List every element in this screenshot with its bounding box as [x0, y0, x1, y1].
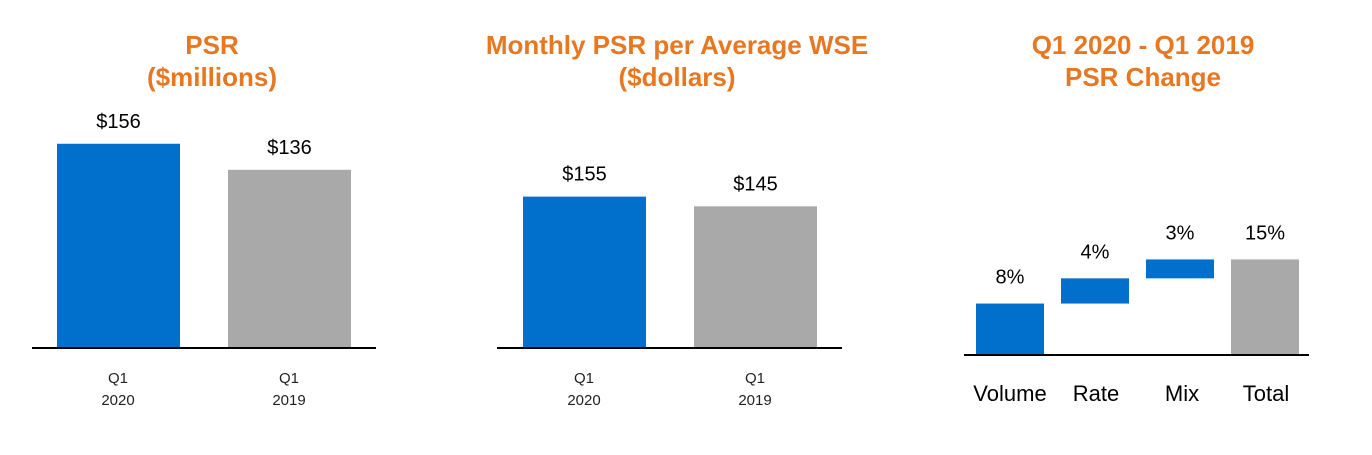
chart3-bar-volume: [976, 303, 1044, 354]
chart1-tick-q1-2020-line1: Q1: [108, 370, 128, 387]
chart1-tick-q1-2020-line2: 2020: [101, 392, 134, 409]
chart-monthly-psr: Monthly PSR per Average WSE ($dollars) $…: [486, 30, 868, 409]
chart3-bar-total: [1231, 259, 1299, 354]
chart2-tick-q1-2019-line1: Q1: [745, 370, 765, 387]
chart2-title-line1: Monthly PSR per Average WSE: [486, 30, 868, 60]
chart2-tick-q1-2020-line2: 2020: [567, 392, 600, 409]
chart2-tick-q1-2020-line1: Q1: [574, 370, 594, 387]
chart-psr: PSR ($millions) $156 $136 Q1 2020 Q1 201…: [32, 30, 376, 409]
chart3-tick-rate: Rate: [1073, 381, 1119, 406]
chart3-value-label-mix: 3%: [1166, 222, 1195, 244]
chart3-value-label-volume: 8%: [996, 267, 1025, 289]
chart2-value-label-q1-2019: $145: [733, 173, 778, 195]
chart2-title-line2: ($dollars): [618, 62, 735, 92]
chart-psr-change-waterfall: Q1 2020 - Q1 2019 PSR Change 8% 4% 3% 15…: [964, 30, 1309, 406]
chart2-tick-q1-2019-line2: 2019: [738, 392, 771, 409]
chart1-tick-q1-2019-line1: Q1: [279, 370, 299, 387]
chart3-tick-volume: Volume: [973, 381, 1046, 406]
chart3-title-line1: Q1 2020 - Q1 2019: [1032, 30, 1255, 60]
chart3-tick-mix: Mix: [1165, 381, 1199, 406]
chart3-value-label-total: 15%: [1245, 222, 1285, 244]
chart2-bar-q1-2020: [523, 196, 646, 347]
chart1-value-label-q1-2020: $156: [96, 111, 141, 133]
chart3-bar-rate: [1061, 278, 1129, 304]
chart3-tick-total: Total: [1243, 381, 1289, 406]
chart3-title-line2: PSR Change: [1065, 62, 1221, 92]
chart3-value-label-rate: 4%: [1081, 241, 1110, 263]
chart1-value-label-q1-2019: $136: [267, 137, 312, 159]
chart3-bar-mix: [1146, 259, 1214, 279]
chart2-bar-q1-2019: [694, 206, 817, 347]
chart1-bar-q1-2020: [57, 143, 180, 347]
chart1-title-line2: ($millions): [147, 62, 277, 92]
chart1-title-line1: PSR: [185, 30, 239, 60]
chart1-bar-q1-2019: [228, 169, 351, 347]
chart1-tick-q1-2019-line2: 2019: [272, 392, 305, 409]
chart2-value-label-q1-2020: $155: [562, 164, 607, 186]
